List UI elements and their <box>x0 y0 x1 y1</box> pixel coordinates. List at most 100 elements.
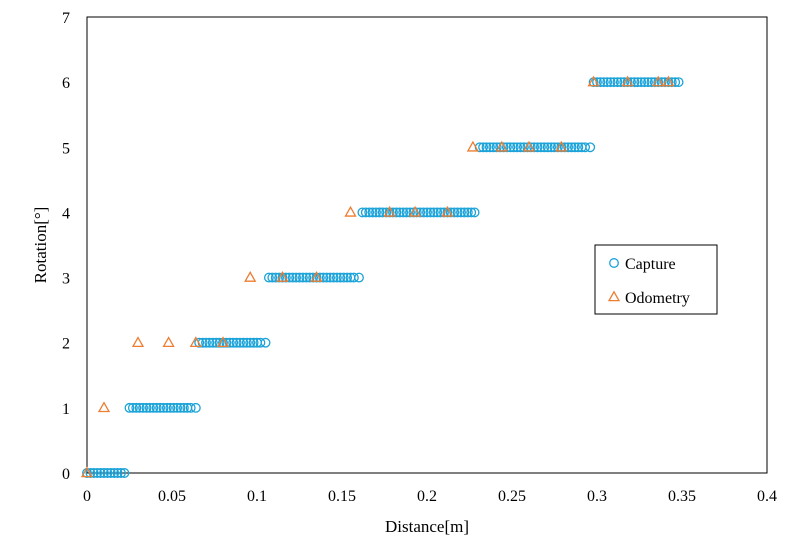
data-point <box>394 207 405 218</box>
data-point <box>374 207 385 218</box>
data-point <box>116 468 126 478</box>
x-axis-title: Distance[m] <box>385 517 469 536</box>
data-point <box>612 77 623 88</box>
data-point <box>267 272 278 283</box>
data-point <box>585 142 596 153</box>
legend-label: Odometry <box>625 290 690 307</box>
data-point <box>287 272 298 283</box>
data-point <box>401 207 412 218</box>
data-point <box>178 402 189 413</box>
data-point <box>636 77 647 88</box>
x-tick-label: 0.3 <box>587 488 607 505</box>
data-point <box>405 207 415 218</box>
data-point <box>484 142 495 153</box>
y-axis: 0 1 2 3 4 5 6 7 <box>62 10 70 483</box>
data-point <box>342 272 353 283</box>
data-point <box>569 142 580 153</box>
data-point <box>481 142 492 153</box>
data-point <box>207 337 218 348</box>
legend-box <box>594 244 718 315</box>
data-point <box>598 77 609 88</box>
data-point <box>348 272 359 283</box>
data-point <box>592 77 602 88</box>
data-point <box>214 337 225 348</box>
series-odometry <box>80 75 675 478</box>
data-point <box>244 271 257 282</box>
data-point <box>194 337 205 348</box>
y-tick-label: 0 <box>62 466 70 483</box>
data-point <box>201 337 211 348</box>
data-point <box>621 75 634 87</box>
data-point <box>175 402 186 413</box>
data-point <box>619 77 630 88</box>
data-point <box>314 272 325 283</box>
data-point <box>168 402 179 413</box>
data-point <box>529 142 540 153</box>
data-point <box>425 207 436 218</box>
y-tick-label: 1 <box>62 401 70 418</box>
y-tick-label: 4 <box>62 205 70 222</box>
x-tick-label: 0.1 <box>247 488 267 505</box>
data-point <box>508 142 519 153</box>
data-point <box>291 272 302 283</box>
data-point <box>573 142 584 153</box>
data-point <box>432 207 443 218</box>
data-point <box>95 468 106 478</box>
data-point <box>532 142 543 153</box>
data-point <box>632 77 643 88</box>
data-point <box>605 77 616 88</box>
plot-marks <box>80 75 684 478</box>
data-point <box>260 337 271 348</box>
data-point <box>546 142 557 153</box>
x-axis: 0 0.05 0.1 0.15 0.2 0.25 0.3 0.35 0.4 <box>83 488 777 505</box>
data-point <box>172 402 183 413</box>
data-point <box>445 207 456 218</box>
data-point <box>371 207 381 218</box>
data-point <box>119 468 130 478</box>
legend-triangle-marker <box>607 290 621 302</box>
data-point <box>241 337 252 348</box>
data-point <box>367 207 378 218</box>
data-point <box>238 337 249 348</box>
data-point <box>495 140 508 152</box>
data-point <box>138 402 149 413</box>
data-point <box>102 468 113 478</box>
data-point <box>552 142 563 153</box>
data-point <box>383 205 396 217</box>
data-point <box>310 271 323 282</box>
data-point <box>127 402 138 413</box>
data-point <box>109 468 120 478</box>
data-point <box>338 272 349 283</box>
data-point <box>456 207 466 218</box>
legend-item-capture: Capture <box>609 256 676 273</box>
y-axis-title: Rotation[°] <box>31 207 50 284</box>
data-point <box>155 402 166 413</box>
data-point <box>276 271 289 282</box>
data-point <box>144 402 155 413</box>
data-point <box>452 207 463 218</box>
data-point <box>626 77 636 88</box>
data-point <box>92 468 103 478</box>
data-point <box>357 207 368 218</box>
data-point <box>354 272 364 283</box>
data-point <box>189 336 202 348</box>
data-point <box>85 468 96 478</box>
data-point <box>280 272 291 283</box>
data-point <box>587 75 600 87</box>
data-point <box>308 272 319 283</box>
data-point <box>535 142 546 153</box>
data-point <box>185 402 196 413</box>
data-point <box>602 77 613 88</box>
data-point <box>294 272 305 283</box>
data-point <box>542 142 553 153</box>
data-point <box>80 466 94 478</box>
data-point <box>439 207 449 218</box>
data-point <box>328 272 339 283</box>
x-tick-label: 0.25 <box>498 488 526 505</box>
data-point <box>325 272 336 283</box>
data-point <box>555 140 568 152</box>
data-point <box>501 142 512 153</box>
data-point <box>649 77 660 88</box>
data-point <box>190 402 201 413</box>
data-point <box>478 142 489 153</box>
